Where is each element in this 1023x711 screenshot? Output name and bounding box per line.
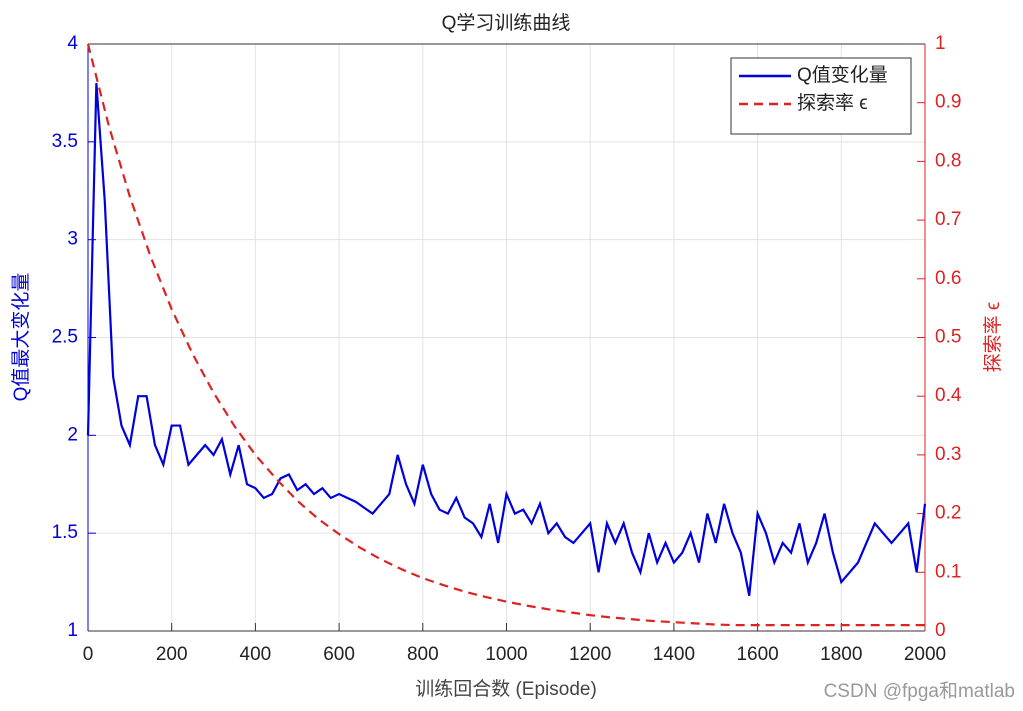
- y-tick-label: 1.5: [52, 522, 78, 543]
- y-tick-label: 3.5: [52, 131, 78, 152]
- y-tick-label: 3: [67, 229, 78, 250]
- y2-tick-label: 1: [935, 33, 946, 54]
- x-tick-label: 0: [83, 644, 94, 665]
- y2-tick-label: 0.5: [935, 327, 961, 348]
- series-line: [86, 43, 925, 627]
- x-tick-label: 1600: [736, 644, 778, 665]
- y2-tick-label: 0.9: [935, 92, 961, 113]
- x-tick-label: 2000: [904, 644, 946, 665]
- watermark: CSDN @fpga和matlab: [824, 680, 1015, 702]
- y2-tick-label: 0: [935, 620, 946, 641]
- x-tick-label: 1200: [569, 644, 611, 665]
- y-tick-label: 1: [67, 620, 78, 641]
- x-axis-label: 训练回合数 (Episode): [415, 678, 597, 700]
- x-tick-label: 800: [407, 644, 439, 665]
- y2-tick-label: 0.7: [935, 209, 961, 230]
- legend-label: Q值变化量: [797, 64, 888, 86]
- x-tick-label: 400: [240, 644, 272, 665]
- y-tick-label: 4: [67, 33, 78, 54]
- x-tick-label: 600: [323, 644, 355, 665]
- y-axis-label: Q值最大变化量: [10, 273, 32, 402]
- y2-tick-label: 0.4: [935, 385, 962, 406]
- y2-axis-label: 探索率 ϵ: [982, 302, 1004, 373]
- y2-tick-label: 0.8: [935, 150, 961, 171]
- y-tick-label: 2.5: [52, 327, 78, 348]
- x-tick-label: 1400: [653, 644, 695, 665]
- x-tick-label: 1000: [485, 644, 527, 665]
- legend-label: 探索率 ϵ: [797, 92, 868, 114]
- y2-tick-label: 0.1: [935, 561, 961, 582]
- x-tick-label: 1800: [820, 644, 862, 665]
- y-tick-label: 2: [67, 424, 78, 445]
- series-line: [86, 83, 927, 596]
- y2-tick-label: 0.3: [935, 444, 961, 465]
- y2-tick-label: 0.6: [935, 268, 961, 289]
- y2-tick-label: 0.2: [935, 503, 961, 524]
- x-tick-label: 200: [156, 644, 188, 665]
- chart-title: Q学习训练曲线: [442, 12, 571, 34]
- legend-box: [730, 57, 912, 135]
